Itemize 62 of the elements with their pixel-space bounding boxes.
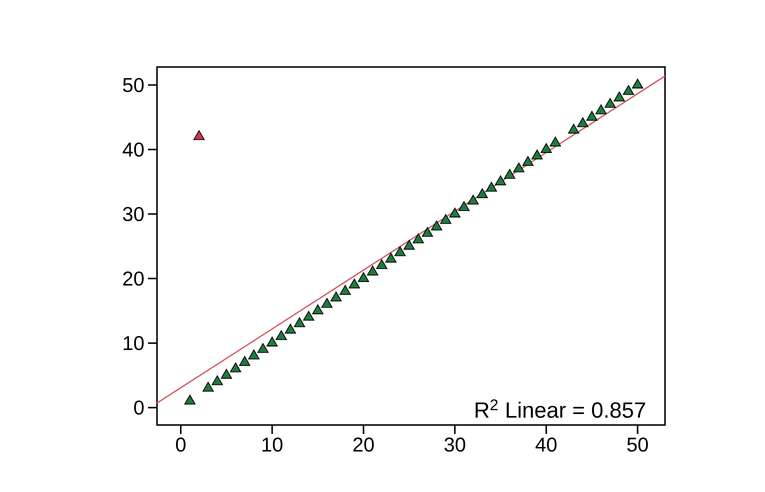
x-tick-label: 40 <box>536 438 557 452</box>
point <box>202 382 214 392</box>
point <box>595 104 607 114</box>
point <box>385 252 396 263</box>
point <box>276 330 287 340</box>
annotation: R$^{2}$ Linear = 0.857 <box>476 399 646 418</box>
point <box>486 182 498 192</box>
point <box>458 201 470 212</box>
point <box>468 194 479 205</box>
point <box>303 310 314 321</box>
point <box>284 324 296 334</box>
point <box>476 188 488 198</box>
point <box>321 298 333 308</box>
point <box>404 240 415 250</box>
point <box>440 214 452 224</box>
point <box>358 272 370 282</box>
point <box>604 98 616 108</box>
point <box>340 285 351 295</box>
point <box>614 92 625 102</box>
point <box>540 143 552 153</box>
point <box>494 175 506 186</box>
point <box>257 343 269 353</box>
point <box>586 110 598 121</box>
point <box>330 292 342 302</box>
point <box>212 375 223 386</box>
y-tick-label: 0 <box>134 400 144 415</box>
point <box>376 259 388 270</box>
x-tick-label: 0 <box>176 438 186 452</box>
point <box>622 85 634 95</box>
point <box>577 117 588 128</box>
point <box>422 227 434 237</box>
point <box>449 208 460 218</box>
point <box>348 278 360 288</box>
x-tick-label: 10 <box>262 438 282 452</box>
x-tick-label: 20 <box>353 438 374 452</box>
y-tick-label: 20 <box>123 271 144 286</box>
point <box>193 130 205 140</box>
point <box>632 78 644 88</box>
y-tick-label: 50 <box>123 78 144 92</box>
point <box>248 350 260 360</box>
point <box>513 162 524 172</box>
point <box>568 124 580 134</box>
point <box>312 304 324 314</box>
point <box>504 168 516 179</box>
point <box>230 362 242 372</box>
point <box>550 136 561 147</box>
point <box>220 368 232 379</box>
x-tick-label: 50 <box>627 438 648 452</box>
point <box>367 266 378 276</box>
point <box>184 394 196 405</box>
point <box>394 246 406 256</box>
point <box>531 150 543 160</box>
point <box>522 156 534 166</box>
point <box>430 220 442 230</box>
y-tick-label: 10 <box>124 336 144 350</box>
point <box>266 336 278 346</box>
point <box>294 317 306 328</box>
point <box>412 233 424 244</box>
x-tick-label: 30 <box>444 438 466 452</box>
point <box>239 356 250 366</box>
y-tick-label: 40 <box>122 142 144 157</box>
y-tick-label: 30 <box>123 206 144 222</box>
